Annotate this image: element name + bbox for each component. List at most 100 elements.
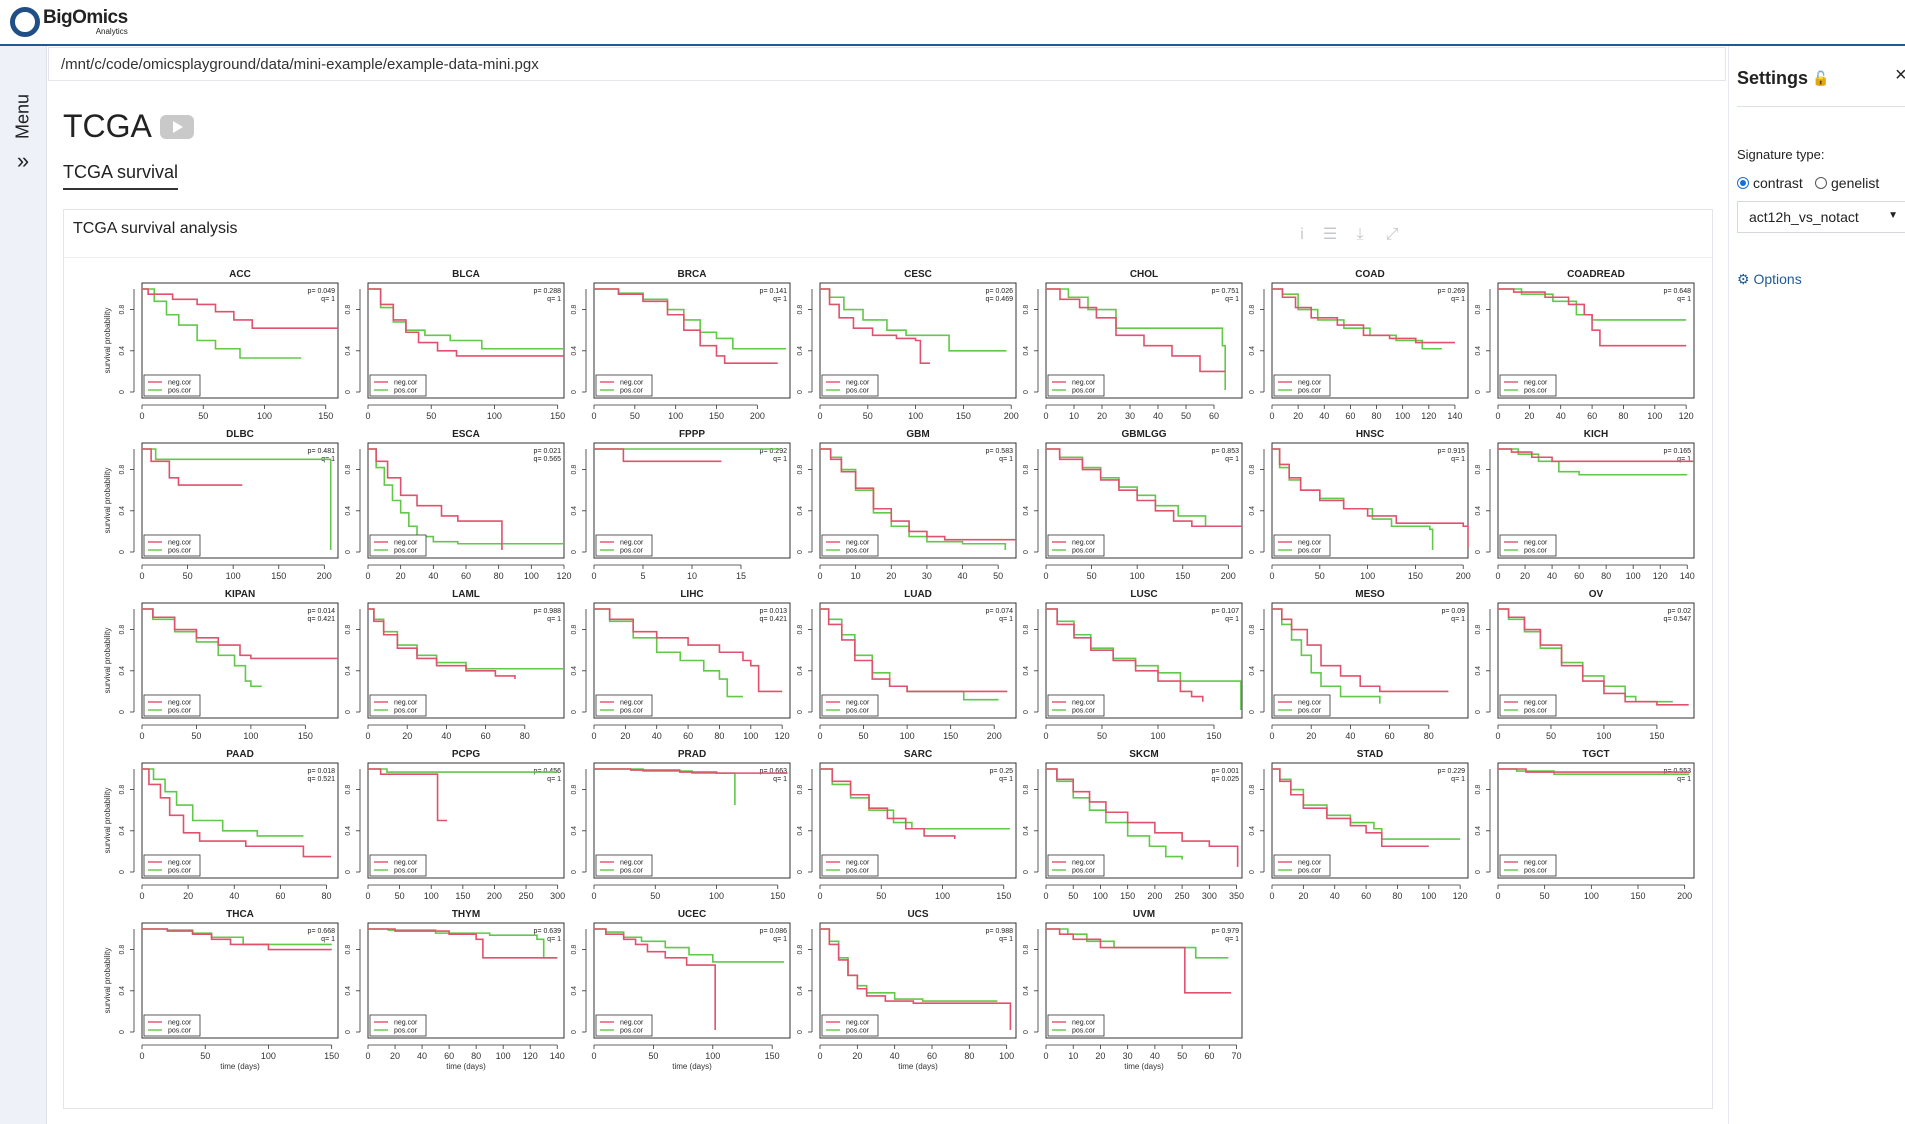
neg-cor-curve [820,768,956,840]
x-tick-label: 200 [1677,891,1692,901]
p-value: p= 0.751 [1212,288,1240,295]
x-tick-label: 50 [1087,571,1097,581]
survival-card: TCGA survival analysis i ☰ ⤓ ⤢ ACC 0 0.4 0.… [63,209,1713,1109]
x-tick-label: 100 [1395,411,1410,421]
chevron-double-right-icon[interactable]: » [16,148,30,173]
x-tick-label: 50 [630,411,640,421]
radio-dot-genelist[interactable] [1815,177,1827,189]
brand-logo[interactable]: BigOmics Analytics [10,6,128,38]
p-value: p= 0.288 [534,288,562,295]
info-icon[interactable]: i [1300,226,1304,243]
q-value: q= 1 [547,776,561,783]
x-tick-label: 100 [1647,411,1662,421]
q-value: q= 1 [321,936,335,943]
pos-cor-curve [820,928,998,1002]
radio-genelist[interactable]: genelist [1815,175,1879,191]
radio-contrast[interactable]: contrast [1737,175,1803,191]
y-tick-label: 0.8 [119,625,126,635]
y-tick-label: 0 [797,710,804,714]
x-tick-label: 40 [1150,1051,1160,1061]
y-tick-label: 0.8 [797,945,804,955]
pos-cor-curve [142,608,262,688]
x-tick-label: 0 [817,731,822,741]
x-tick-label: 20 [620,731,630,741]
y-tick-label: 0.4 [1475,506,1482,516]
panel-frame [1497,602,1695,719]
x-tick-label: 0 [365,891,370,901]
x-tick-label: 10 [1069,411,1079,421]
tab-tcga-survival[interactable]: TCGA survival [63,162,179,190]
x-tick-label: 100 [1130,571,1145,581]
close-icon[interactable]: × [1895,64,1905,86]
x-tick-label: 40 [1547,571,1557,581]
panel-title: MESO [1355,589,1385,600]
p-value: p= 0.988 [534,608,562,615]
q-value: q= 1 [1677,776,1691,783]
x-tick-label: 50 [1177,1051,1187,1061]
y-tick-label: 0.8 [797,785,804,795]
km-panel-ucs: UCS 0 0.4 0.8 0 20 40 60 80 100 time (days) p= 0.98… [797,909,1017,1071]
y-tick-label: 0.4 [797,346,804,356]
neg-cor-curve [594,768,788,774]
left-menu-rail [0,46,47,1124]
panel-title: HNSC [1356,429,1384,440]
x-tick-label: 60 [1209,411,1219,421]
panel-frame [1497,442,1695,559]
x-tick-label: 40 [229,891,239,901]
q-value: q= 1 [1451,456,1465,463]
y-tick-label: 0.8 [1023,305,1030,315]
menu-icon[interactable]: ☰ [1322,226,1338,243]
x-tick-label: 60 [683,731,693,741]
legend-label: neg.cor [1524,540,1548,547]
x-tick-label: 20 [1293,411,1303,421]
legend-label: pos.cor [168,548,192,555]
menu-label[interactable]: Menu [12,93,33,139]
x-tick-label: 150 [1649,731,1664,741]
pos-cor-curve [594,608,743,698]
panel-title: LUSC [1130,589,1157,600]
x-tick-label: 0 [817,891,822,901]
legend-label: pos.cor [1298,548,1322,555]
legend-box [1273,374,1331,397]
gear-icon: ⚙ [1737,271,1750,287]
unlock-icon[interactable]: 🔓 [1812,70,1830,86]
y-tick-label: 0.8 [797,305,804,315]
legend-box [369,694,427,717]
neg-cor-curve [368,768,448,822]
x-tick-label: 100 [709,891,724,901]
neg-cor-curve [1498,608,1689,706]
x-tick-label: 40 [890,1051,900,1061]
x-tick-label: 100 [496,1051,511,1061]
expand-icon[interactable]: ⤢ [1385,226,1399,243]
x-tick-label: 100 [908,411,923,421]
legend-label: neg.cor [168,540,192,547]
x-tick-label: 50 [650,891,660,901]
contrast-select[interactable]: act12h_vs_notact ▼ [1737,201,1905,233]
y-tick-label: 0.8 [1249,305,1256,315]
y-tick-label: 0.8 [1475,305,1482,315]
download-icon[interactable]: ⤓ [1356,226,1364,243]
x-tick-label: 200 [1004,411,1019,421]
x-tick-label: 0 [139,571,144,581]
legend-label: pos.cor [168,388,192,395]
legend-label: neg.cor [394,380,418,387]
y-tick-label: 0.8 [797,465,804,475]
x-tick-label: 150 [455,891,470,901]
y-tick-label: 0.4 [119,666,126,676]
x-tick-label: 100 [743,731,758,741]
y-axis-label: survival probability [103,628,112,694]
x-tick-label: 250 [519,891,534,901]
legend-box [143,694,201,717]
y-tick-label: 0.8 [1023,465,1030,475]
video-play-icon[interactable] [160,115,194,139]
x-tick-label: 40 [1153,411,1163,421]
brand-name: BigOmics [43,7,128,28]
options-link[interactable]: ⚙ Options [1737,271,1802,288]
data-path-bar: /mnt/c/code/omicsplayground/data/mini-ex… [48,47,1726,81]
legend-box [1499,374,1557,397]
radio-dot-contrast[interactable] [1737,177,1749,189]
x-tick-label: 40 [417,1051,427,1061]
y-tick-label: 0.8 [571,305,578,315]
